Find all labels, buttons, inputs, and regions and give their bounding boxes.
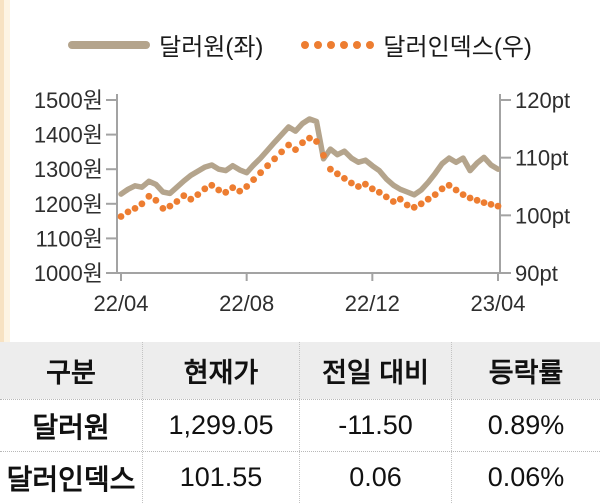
svg-text:23/04: 23/04 — [470, 291, 525, 316]
quote-table-header-row: 구분 현재가 전일 대비 등락률 — [0, 342, 600, 399]
svg-text:22/08: 22/08 — [219, 291, 274, 316]
dollar-index-dots-swatch — [301, 40, 375, 49]
row-label-dollar-index: 달러인덱스 — [0, 452, 143, 503]
svg-text:100pt: 100pt — [515, 203, 570, 228]
chart-legend: 달러원(좌) 달러인덱스(우) — [0, 27, 600, 62]
legend-label-usdkrw: 달러원(좌) — [159, 34, 264, 61]
usdkrw-day-change: -11.50 — [300, 400, 452, 451]
svg-text:120pt: 120pt — [515, 88, 570, 113]
svg-text:90pt: 90pt — [515, 261, 558, 286]
legend-dot — [353, 40, 362, 49]
header-current-price: 현재가 — [143, 342, 300, 399]
svg-text:1000원: 1000원 — [34, 261, 103, 286]
svg-text:1500원: 1500원 — [34, 88, 103, 113]
left-accent-strip-outer — [0, 0, 4, 342]
usdkrw-current-price: 1,299.05 — [143, 400, 300, 451]
usdkrw-change-rate: 0.89% — [487, 410, 565, 440]
dollar-index-change-rate: 0.06% — [487, 462, 565, 492]
dollar-index-current-price: 101.55 — [143, 452, 300, 503]
legend-label-dollar-index: 달러인덱스(우) — [383, 34, 532, 61]
legend-dot — [327, 40, 336, 49]
row-label-usdkrw: 달러원 — [0, 400, 143, 451]
quote-table: 구분 현재가 전일 대비 등락률 달러원 1,299.05 -11.50 0.8… — [0, 342, 600, 503]
legend-dot — [340, 40, 349, 49]
legend-dot — [314, 40, 323, 49]
usd-krw-dollar-index-chart: 1500원 1400원 1300원 1200원 1100원 1000원 120pt 110pt… — [34, 88, 570, 316]
legend-dot — [301, 40, 310, 49]
svg-text:1300원: 1300원 — [34, 157, 103, 182]
dollar-index-day-change: 0.06 — [300, 452, 452, 503]
svg-text:1100원: 1100원 — [35, 226, 103, 251]
svg-text:22/12: 22/12 — [345, 291, 400, 316]
usdkrw-line-swatch — [68, 40, 151, 49]
header-change-rate: 등락률 — [488, 358, 564, 388]
svg-text:1200원: 1200원 — [34, 192, 103, 217]
svg-text:22/04: 22/04 — [93, 291, 148, 316]
legend-dot — [366, 40, 375, 49]
svg-text:1400원: 1400원 — [34, 123, 103, 148]
table-row-usdkrw: 달러원 1,299.05 -11.50 0.89% — [0, 399, 600, 451]
svg-text:110pt: 110pt — [515, 146, 568, 171]
left-accent-strip-inner — [4, 0, 10, 342]
table-row-dollar-index: 달러인덱스 101.55 0.06 0.06% — [0, 451, 600, 503]
header-day-change: 전일 대비 — [300, 342, 452, 399]
header-category: 구분 — [0, 342, 143, 399]
